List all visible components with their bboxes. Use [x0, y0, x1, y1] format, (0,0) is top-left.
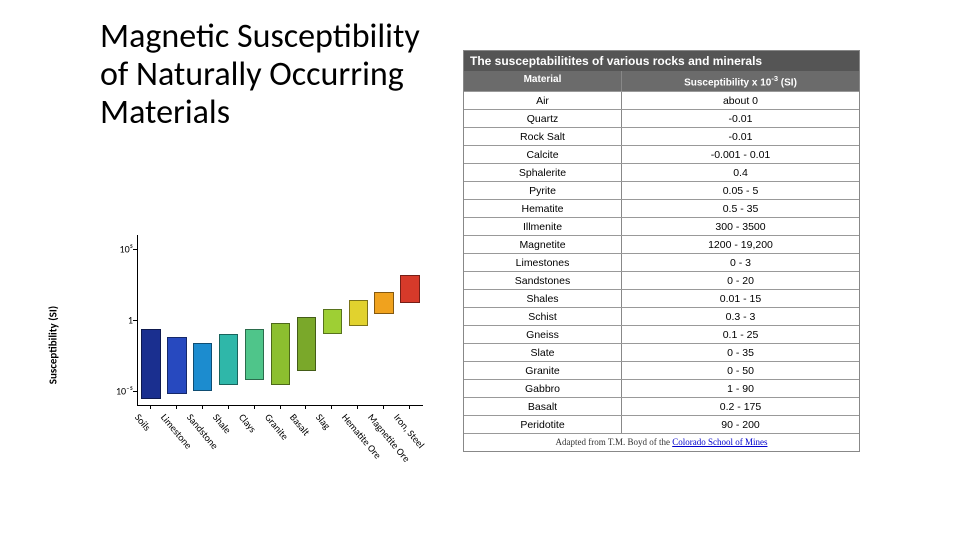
table-cell-material: Slate: [464, 344, 622, 361]
table-row: Peridotite90 - 200: [464, 415, 859, 433]
table-cell-material: Pyrite: [464, 182, 622, 199]
table-cell-value: 0 - 35: [622, 344, 859, 361]
table-cell-value: 0 - 20: [622, 272, 859, 289]
table-cell-material: Sphalerite: [464, 164, 622, 181]
table-row: Gneiss0.1 - 25: [464, 325, 859, 343]
chart-bar: [323, 309, 342, 335]
chart-ylabel: Susceptibility (SI): [47, 306, 60, 384]
chart-bar: [349, 300, 368, 326]
table-cell-material: Granite: [464, 362, 622, 379]
table-title: The susceptabilitites of various rocks a…: [464, 51, 859, 71]
table-row: Limestones0 - 3: [464, 253, 859, 271]
table-row: Calcite-0.001 - 0.01: [464, 145, 859, 163]
table-cell-value: 0.5 - 35: [622, 200, 859, 217]
table-cell-material: Gabbro: [464, 380, 622, 397]
table-cell-material: Gneiss: [464, 326, 622, 343]
chart-xtick-label: Clays: [236, 411, 259, 435]
table-cell-value: -0.01: [622, 128, 859, 145]
table-cell-value: 0.2 - 175: [622, 398, 859, 415]
table-cell-value: 0 - 50: [622, 362, 859, 379]
table-cell-material: Quartz: [464, 110, 622, 127]
table-cell-material: Calcite: [464, 146, 622, 163]
chart-xticks: SoilsLimestoneSandstoneShaleClaysGranite…: [137, 407, 422, 467]
table-cell-material: Illmenite: [464, 218, 622, 235]
chart-ytick-label: 10⁻⁵: [116, 384, 133, 397]
table-cell-material: Rock Salt: [464, 128, 622, 145]
table-header-value: Susceptibility x 10-3 (SI): [622, 71, 859, 91]
table-cell-material: Air: [464, 92, 622, 109]
chart-bar: [245, 329, 264, 380]
table-row: Magnetite1200 - 19,200: [464, 235, 859, 253]
chart-bar: [193, 343, 212, 391]
chart-bar: [271, 323, 290, 385]
table-cell-value: 0.4: [622, 164, 859, 181]
table-row: Sandstones0 - 20: [464, 271, 859, 289]
table-cell-material: Magnetite: [464, 236, 622, 253]
susceptibility-table: The susceptabilitites of various rocks a…: [463, 50, 860, 452]
table-cell-value: 0.3 - 3: [622, 308, 859, 325]
caption-text: Adapted from T.M. Boyd of the: [556, 437, 673, 447]
table-row: Quartz-0.01: [464, 109, 859, 127]
table-cell-value: 0 - 3: [622, 254, 859, 271]
chart-bar: [219, 334, 238, 385]
table-row: Granite0 - 50: [464, 361, 859, 379]
chart-bar: [297, 317, 316, 371]
table-cell-value: 90 - 200: [622, 416, 859, 433]
table-header-row: Material Susceptibility x 10-3 (SI): [464, 71, 859, 91]
chart-plot-area: [137, 235, 423, 406]
susceptibility-chart: Susceptibility (SI) 10⁻⁵110⁵ SoilsLimest…: [85, 235, 435, 455]
table-row: Shales0.01 - 15: [464, 289, 859, 307]
chart-ytick-label: 10⁵: [120, 243, 133, 256]
table-row: Gabbro1 - 90: [464, 379, 859, 397]
table-cell-material: Shales: [464, 290, 622, 307]
table-cell-material: Sandstones: [464, 272, 622, 289]
table-cell-value: 1 - 90: [622, 380, 859, 397]
table-row: Basalt0.2 - 175: [464, 397, 859, 415]
table-cell-material: Hematite: [464, 200, 622, 217]
table-cell-value: 0.01 - 15: [622, 290, 859, 307]
table-cell-value: 1200 - 19,200: [622, 236, 859, 253]
table-row: Schist0.3 - 3: [464, 307, 859, 325]
table-cell-value: 0.05 - 5: [622, 182, 859, 199]
table-cell-value: 300 - 3500: [622, 218, 859, 235]
table-cell-material: Peridotite: [464, 416, 622, 433]
chart-xtick-label: Granite: [262, 411, 291, 442]
chart-xtick-label: Soils: [132, 411, 154, 433]
table-row: Airabout 0: [464, 91, 859, 109]
table-cell-value: -0.01: [622, 110, 859, 127]
table-cell-value: -0.001 - 0.01: [622, 146, 859, 163]
slide: Magnetic Susceptibility of Naturally Occ…: [0, 0, 960, 540]
chart-bar: [141, 329, 160, 400]
chart-xtick-label: Shale: [210, 411, 234, 436]
table-cell-material: Basalt: [464, 398, 622, 415]
chart-xtick-label: Slag: [313, 411, 333, 432]
chart-bar: [374, 292, 393, 315]
table-row: Slate0 - 35: [464, 343, 859, 361]
table-row: Sphalerite0.4: [464, 163, 859, 181]
chart-bar: [400, 275, 419, 303]
page-title: Magnetic Susceptibility of Naturally Occ…: [100, 18, 440, 132]
table-body: Airabout 0Quartz-0.01Rock Salt-0.01Calci…: [464, 91, 859, 433]
table-cell-material: Limestones: [464, 254, 622, 271]
chart-yticks: 10⁻⁵110⁵: [105, 235, 135, 405]
table-cell-material: Schist: [464, 308, 622, 325]
caption-link[interactable]: Colorado School of Mines: [672, 437, 767, 447]
table-cell-value: 0.1 - 25: [622, 326, 859, 343]
table-caption: Adapted from T.M. Boyd of the Colorado S…: [464, 433, 859, 451]
table-row: Illmenite300 - 3500: [464, 217, 859, 235]
table-row: Hematite0.5 - 35: [464, 199, 859, 217]
table-row: Pyrite0.05 - 5: [464, 181, 859, 199]
table-cell-value: about 0: [622, 92, 859, 109]
table-row: Rock Salt-0.01: [464, 127, 859, 145]
chart-bar: [167, 337, 186, 394]
table-header-material: Material: [464, 71, 622, 91]
